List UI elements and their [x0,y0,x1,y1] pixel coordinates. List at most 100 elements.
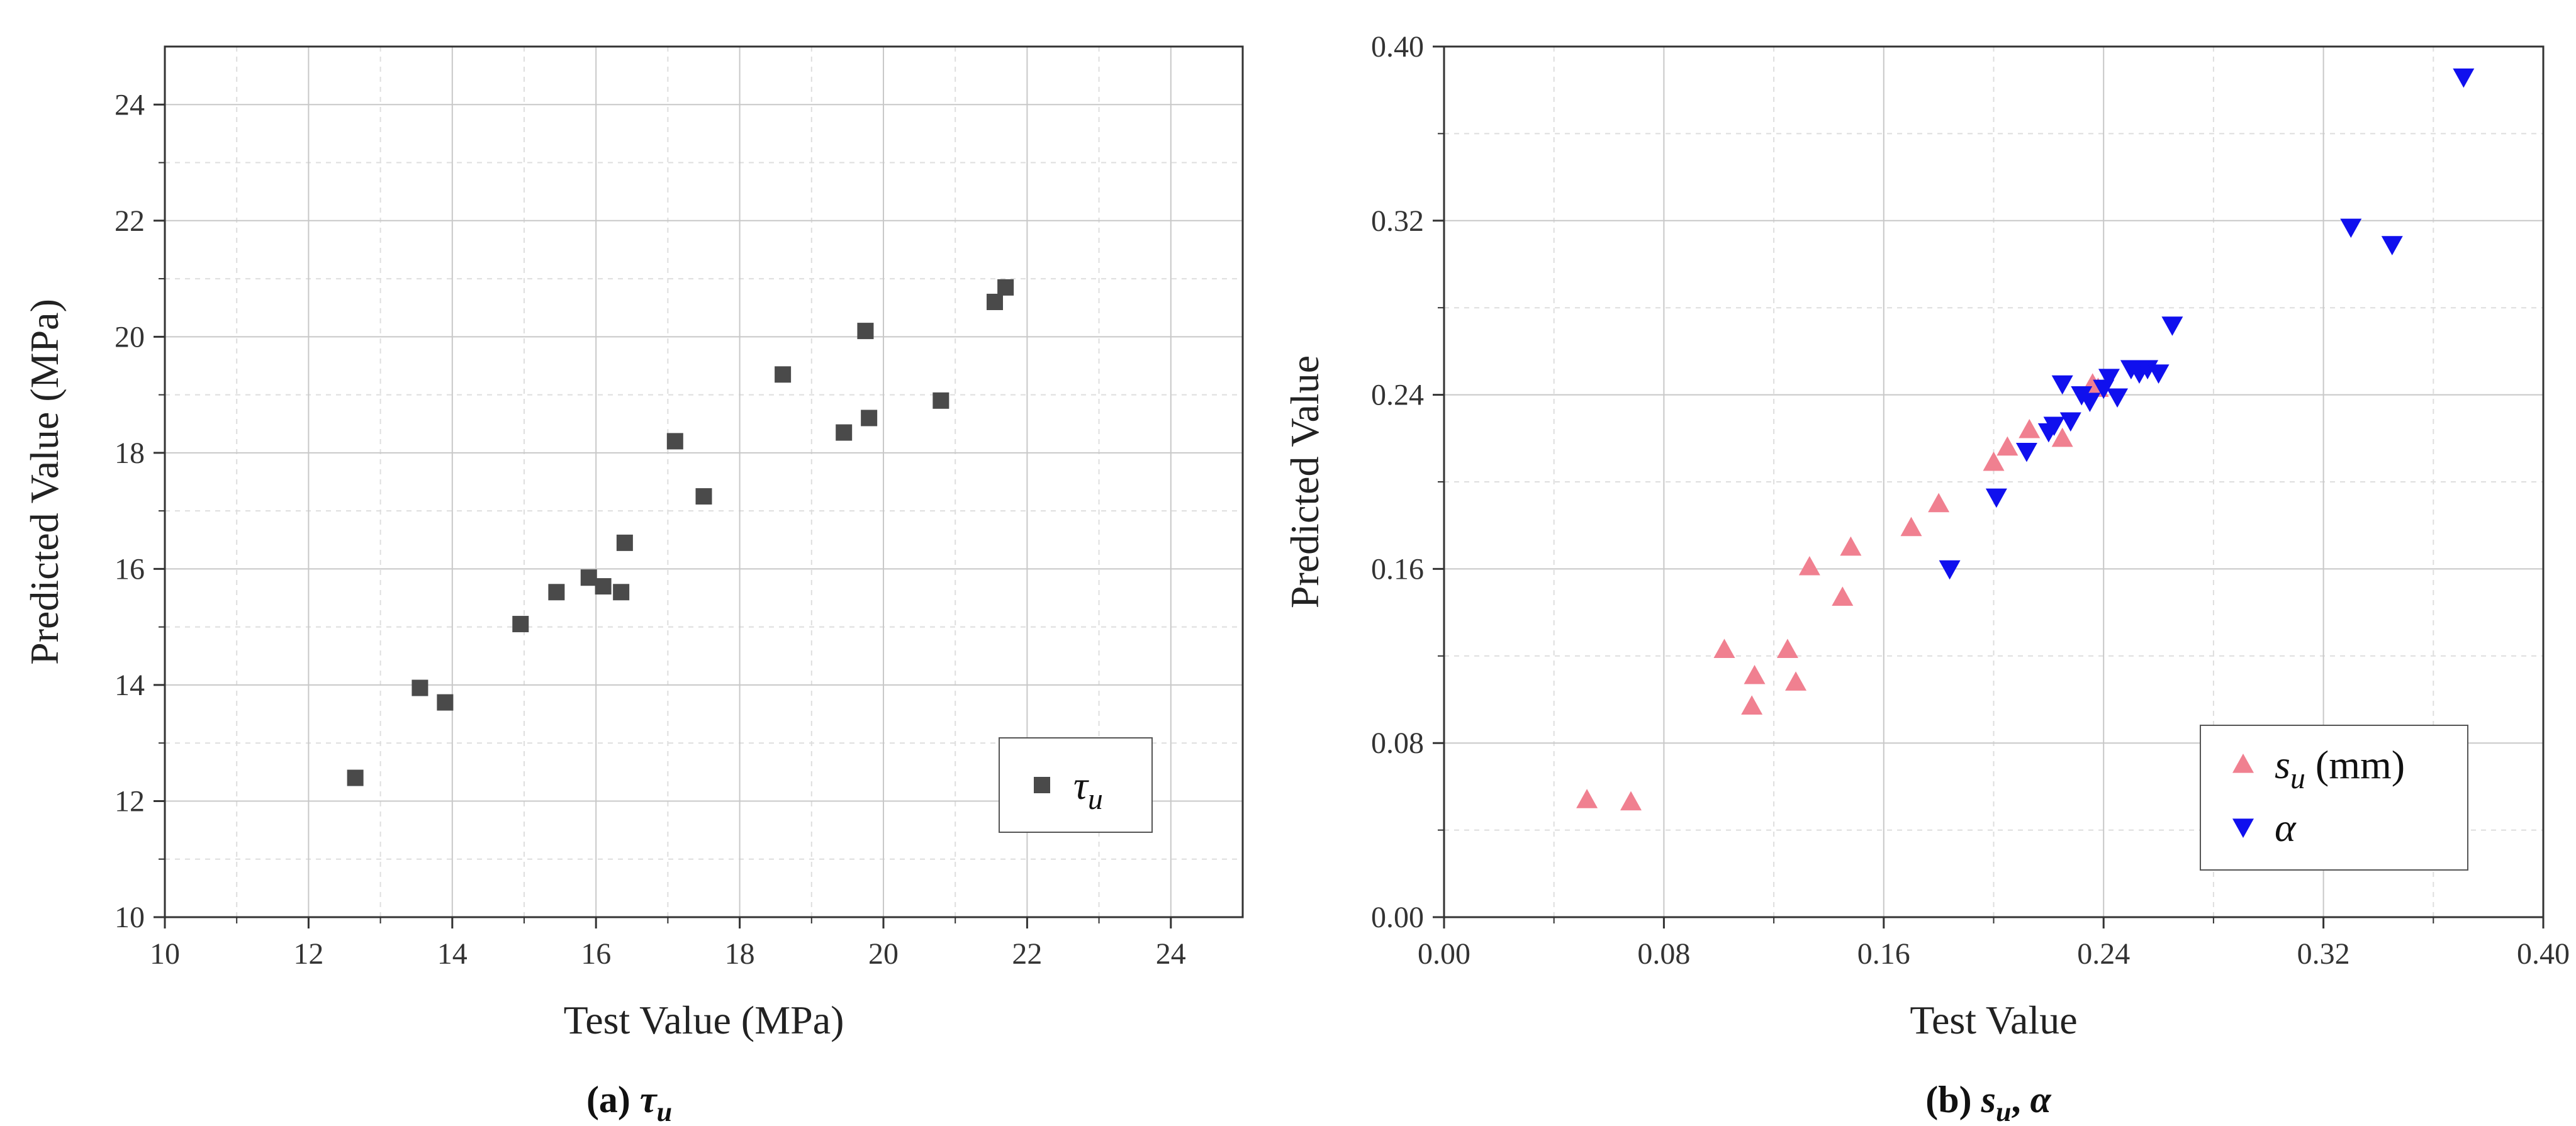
data-point [2453,68,2475,88]
data-point [616,534,633,551]
caption-symbol: τ [640,1079,658,1120]
legend-symbol: τ [1073,763,1089,808]
y-tick-label: 18 [115,437,145,470]
series-1 [1576,373,2109,811]
legend-box [2200,725,2468,871]
caption-prefix: (b) [1925,1079,1981,1120]
legend-marker [2232,818,2254,838]
legend-box [999,737,1153,833]
data-point [1798,555,1820,576]
data-point [2161,316,2183,336]
x-tick-label: 20 [868,937,899,971]
data-point [2051,427,2073,447]
caption-subscript: u [657,1096,672,1126]
data-point [1996,436,2019,456]
x-tick-label: 0.08 [1637,937,1690,971]
legend-label: τu [1073,763,1103,816]
data-point [2051,375,2073,395]
data-point [1576,789,1598,808]
legend-unit: (mm) [2305,742,2405,787]
y-axis-label: Predicted Value (MPa) [22,299,67,665]
figure-caption: (b) su, α [1925,1079,2051,1126]
data-point [1983,451,2005,471]
data-point [775,366,792,383]
series-2 [1939,68,2475,580]
y-tick-label: 24 [115,88,145,121]
data-point [1900,516,1922,537]
y-tick-label: 20 [115,320,145,354]
data-point [2015,442,2037,462]
legend-marker [2232,754,2254,773]
data-point [1985,488,2007,508]
data-point [987,293,1004,310]
x-tick-label: 0.16 [1857,937,1910,971]
data-point [412,679,428,696]
data-point [595,578,612,595]
x-tick-label: 22 [1012,937,1042,971]
x-tick-label: 16 [581,937,611,971]
data-point [2107,388,2129,408]
data-point [1713,638,1735,659]
legend-label: su (mm) [2275,742,2405,795]
data-point [2059,412,2081,432]
y-tick-label: 12 [115,784,145,818]
x-axis-label: Test Value (MPa) [564,998,844,1042]
data-point [2340,218,2362,238]
caption-prefix: (a) [586,1079,640,1120]
y-tick-label: 14 [115,669,145,702]
data-point [1939,560,1961,580]
data-point [2098,369,2120,388]
data-point [1832,586,1854,606]
series-1 [347,279,1014,786]
legend-symbol: α [2275,805,2297,850]
chart-panel-b: 0.00 0.08 0.16 0.24 0.32 0.40 0.00 0.08 0.16 0.24… [1282,30,2570,1126]
data-point [580,569,597,586]
y-tick-label: 0.40 [1371,30,1424,64]
data-point [1785,671,1807,691]
data-point [2079,393,2101,412]
data-point [347,769,364,786]
data-point [857,323,874,340]
data-point [861,410,878,426]
data-point [836,424,853,441]
x-tick-label: 0.00 [1418,937,1470,971]
x-tick-label: 12 [293,937,323,971]
legend: τu [999,737,1153,833]
data-point [613,584,630,601]
y-axis-label: Predicted Value [1282,355,1327,608]
y-tick-label: 0.00 [1371,901,1424,934]
legend-symbol: s [2275,742,2290,787]
x-tick-label: 0.32 [2297,937,2350,971]
caption-symbol: s [1981,1079,1996,1120]
legend-label: α [2275,805,2297,850]
x-tick-label: 10 [150,937,180,971]
y-tick-label: 16 [115,552,145,586]
data-point [1928,493,1950,513]
figure-caption: (a) τu [586,1079,672,1126]
caption-symbol: α [2030,1079,2051,1120]
data-point [1840,536,1862,556]
x-axis-label: Test Value [1910,998,2077,1042]
x-tick-label: 0.40 [2517,937,2570,971]
data-point [997,279,1014,296]
data-point [2043,416,2065,437]
data-point [695,488,712,505]
chart-panel-a: 10 12 14 16 18 20 22 24 10 12 14 16 18 20 22 24 Test Val… [22,45,1244,1126]
plot-frame [164,45,1244,918]
caption-separator: , [2011,1079,2030,1120]
y-tick-label: 10 [115,901,145,934]
legend-marker [1034,777,1050,793]
y-tick-label: 22 [115,204,145,238]
data-point [1620,791,1642,811]
y-tick-label: 0.24 [1371,379,1424,412]
data-point [512,616,529,633]
x-tick-label: 14 [437,937,468,971]
data-point [932,392,949,409]
data-point [666,433,683,450]
data-point [548,584,565,601]
x-tick-label: 0.24 [2077,937,2130,971]
x-tick-label: 18 [725,937,755,971]
y-tick-label: 0.16 [1371,552,1424,586]
y-tick-label: 0.32 [1371,204,1424,238]
